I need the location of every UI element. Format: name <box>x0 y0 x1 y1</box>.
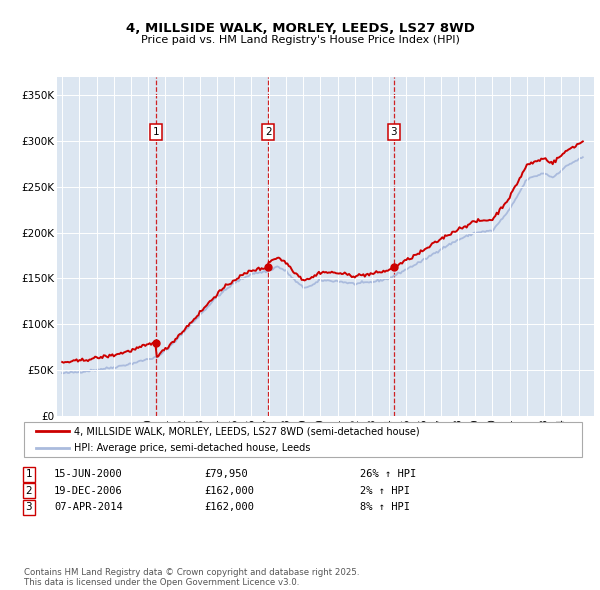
Text: 2: 2 <box>25 486 32 496</box>
Text: 1: 1 <box>153 127 160 137</box>
Text: 2% ↑ HPI: 2% ↑ HPI <box>360 486 410 496</box>
Text: 07-APR-2014: 07-APR-2014 <box>54 503 123 512</box>
Text: 3: 3 <box>25 503 32 512</box>
Text: 26% ↑ HPI: 26% ↑ HPI <box>360 470 416 479</box>
Text: 1: 1 <box>25 470 32 479</box>
Text: Price paid vs. HM Land Registry's House Price Index (HPI): Price paid vs. HM Land Registry's House … <box>140 35 460 45</box>
Text: £162,000: £162,000 <box>204 486 254 496</box>
Text: 8% ↑ HPI: 8% ↑ HPI <box>360 503 410 512</box>
Text: £79,950: £79,950 <box>204 470 248 479</box>
Text: 4, MILLSIDE WALK, MORLEY, LEEDS, LS27 8WD: 4, MILLSIDE WALK, MORLEY, LEEDS, LS27 8W… <box>125 22 475 35</box>
Text: £162,000: £162,000 <box>204 503 254 512</box>
Text: Contains HM Land Registry data © Crown copyright and database right 2025.
This d: Contains HM Land Registry data © Crown c… <box>24 568 359 587</box>
Text: 15-JUN-2000: 15-JUN-2000 <box>54 470 123 479</box>
Text: 19-DEC-2006: 19-DEC-2006 <box>54 486 123 496</box>
Text: 2: 2 <box>265 127 271 137</box>
Text: HPI: Average price, semi-detached house, Leeds: HPI: Average price, semi-detached house,… <box>74 442 310 453</box>
Text: 4, MILLSIDE WALK, MORLEY, LEEDS, LS27 8WD (semi-detached house): 4, MILLSIDE WALK, MORLEY, LEEDS, LS27 8W… <box>74 427 419 437</box>
Text: 3: 3 <box>391 127 397 137</box>
